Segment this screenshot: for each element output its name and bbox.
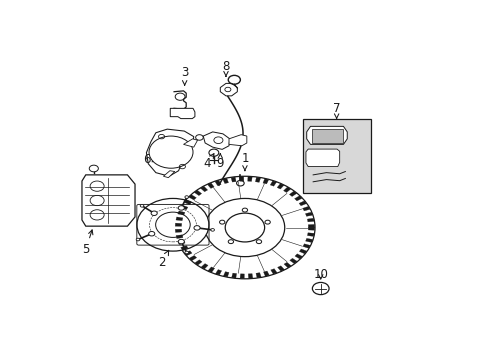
Circle shape: [140, 204, 143, 207]
Polygon shape: [294, 254, 302, 259]
Polygon shape: [277, 184, 284, 189]
Polygon shape: [305, 212, 312, 216]
Circle shape: [184, 251, 188, 254]
Circle shape: [151, 211, 157, 216]
Polygon shape: [230, 177, 236, 182]
Polygon shape: [203, 132, 229, 149]
Text: 4: 4: [203, 154, 214, 170]
Polygon shape: [307, 224, 314, 228]
Polygon shape: [307, 227, 314, 230]
Polygon shape: [239, 176, 244, 181]
Polygon shape: [247, 176, 252, 181]
Circle shape: [210, 229, 214, 231]
Text: 2: 2: [158, 250, 168, 269]
Polygon shape: [299, 201, 306, 206]
FancyBboxPatch shape: [311, 129, 342, 143]
Polygon shape: [176, 217, 183, 221]
Polygon shape: [228, 135, 246, 146]
Polygon shape: [146, 129, 193, 176]
Polygon shape: [283, 187, 290, 193]
Polygon shape: [188, 195, 196, 200]
Polygon shape: [207, 183, 214, 188]
Circle shape: [178, 206, 184, 210]
Polygon shape: [263, 179, 268, 184]
Polygon shape: [248, 274, 252, 279]
Polygon shape: [215, 270, 221, 275]
Text: 1: 1: [241, 152, 248, 171]
Text: 3: 3: [181, 66, 188, 85]
Circle shape: [137, 198, 208, 251]
Polygon shape: [181, 246, 188, 250]
Polygon shape: [184, 251, 192, 256]
Polygon shape: [307, 233, 314, 237]
Polygon shape: [223, 272, 228, 277]
Polygon shape: [178, 240, 185, 244]
Polygon shape: [302, 244, 309, 248]
Polygon shape: [255, 177, 260, 182]
Polygon shape: [184, 200, 191, 205]
Polygon shape: [175, 223, 182, 226]
Polygon shape: [194, 190, 201, 195]
Polygon shape: [207, 267, 214, 273]
Polygon shape: [289, 258, 297, 264]
Polygon shape: [183, 139, 197, 147]
Text: 6: 6: [142, 153, 156, 166]
Polygon shape: [306, 126, 346, 144]
Text: 10: 10: [313, 268, 327, 281]
Polygon shape: [176, 235, 183, 239]
Polygon shape: [299, 249, 306, 254]
Polygon shape: [255, 273, 261, 278]
Polygon shape: [194, 260, 202, 265]
Circle shape: [194, 226, 200, 230]
Polygon shape: [302, 206, 309, 211]
Polygon shape: [305, 238, 312, 242]
Polygon shape: [177, 211, 184, 215]
Polygon shape: [270, 181, 276, 186]
Polygon shape: [223, 178, 228, 184]
Circle shape: [136, 238, 140, 241]
Text: 8: 8: [222, 60, 229, 76]
Text: 5: 5: [82, 230, 93, 256]
Polygon shape: [284, 262, 290, 268]
Text: 7: 7: [332, 102, 340, 118]
Polygon shape: [270, 269, 277, 274]
Polygon shape: [175, 229, 182, 233]
Polygon shape: [189, 256, 196, 261]
Text: 9: 9: [216, 154, 224, 170]
Circle shape: [184, 196, 188, 198]
Circle shape: [149, 136, 193, 168]
Polygon shape: [180, 205, 187, 210]
Polygon shape: [214, 180, 221, 186]
Polygon shape: [305, 149, 339, 167]
Circle shape: [148, 231, 155, 236]
FancyBboxPatch shape: [302, 119, 370, 193]
Polygon shape: [306, 218, 313, 222]
Polygon shape: [231, 273, 236, 278]
Polygon shape: [163, 171, 175, 177]
Polygon shape: [289, 191, 296, 197]
Polygon shape: [82, 175, 135, 226]
Polygon shape: [240, 274, 244, 279]
Polygon shape: [263, 271, 269, 276]
Circle shape: [178, 239, 184, 244]
Polygon shape: [277, 266, 284, 271]
Polygon shape: [220, 84, 237, 96]
Polygon shape: [200, 186, 207, 192]
Polygon shape: [170, 108, 195, 118]
Polygon shape: [294, 196, 302, 201]
Polygon shape: [201, 264, 208, 269]
